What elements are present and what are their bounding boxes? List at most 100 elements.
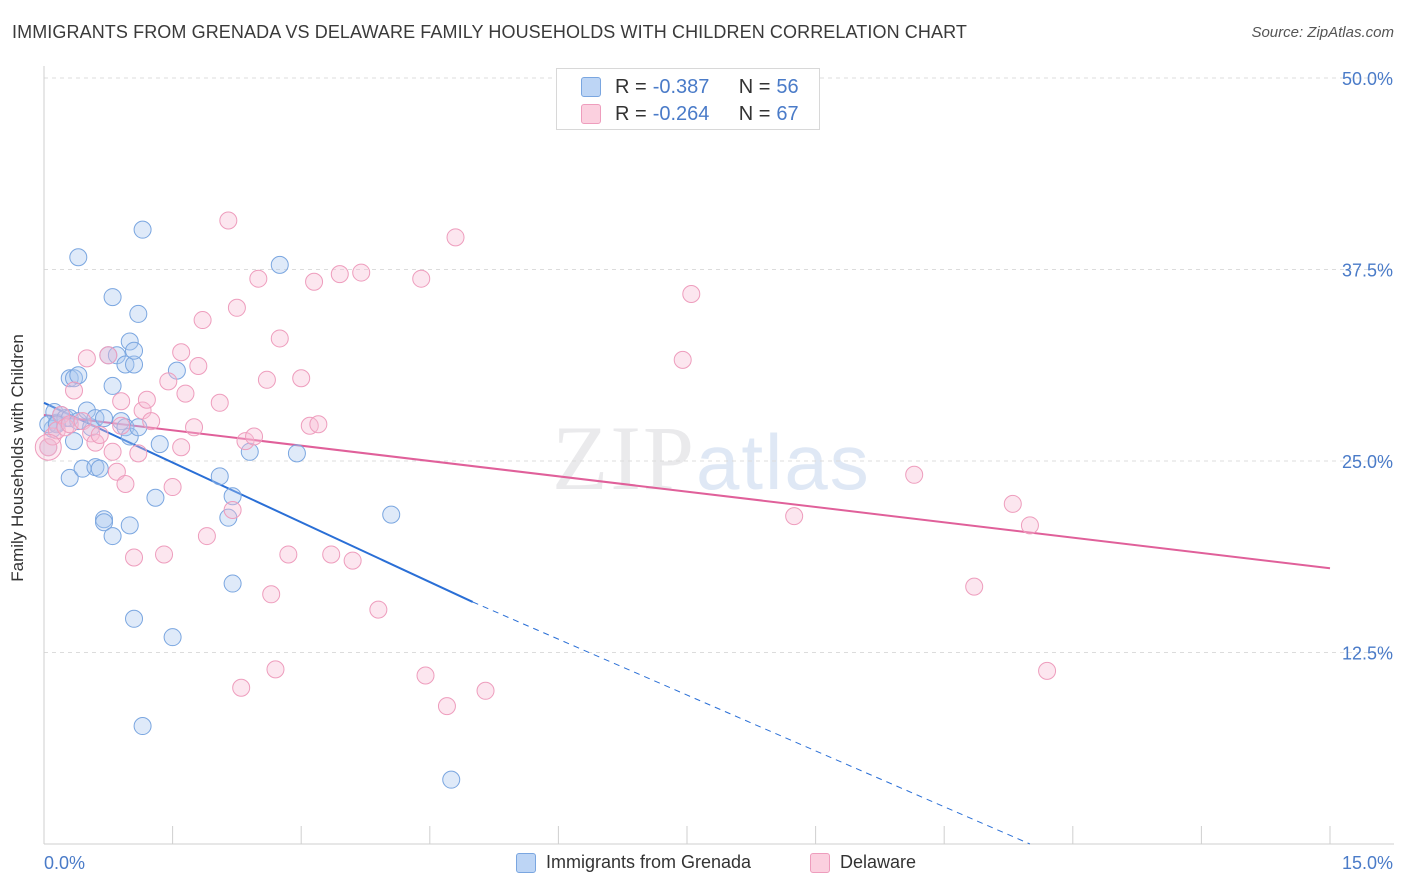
legend-n-value: 67 <box>776 102 799 125</box>
point-grenada <box>287 444 306 463</box>
point-delaware <box>1038 661 1057 680</box>
point-delaware <box>369 600 388 619</box>
y-tick-label: 37.5% <box>1342 261 1393 281</box>
watermark-atlas: atlas <box>696 418 871 506</box>
legend-n-value: 56 <box>776 75 799 98</box>
x-tick-label: 15.0% <box>1342 853 1393 873</box>
legend-r-label: R = <box>615 75 647 98</box>
point-delaware <box>1020 516 1039 535</box>
point-grenada <box>125 355 144 374</box>
point-delaware <box>193 311 212 330</box>
point-delaware <box>437 697 456 716</box>
legend-swatch-blue <box>581 77 601 97</box>
point-delaware <box>343 551 362 570</box>
point-delaware <box>266 660 285 679</box>
point-grenada <box>65 432 84 451</box>
trend-line-grenada <box>43 401 474 603</box>
bottom-legend-delaware: Delaware <box>810 852 916 873</box>
point-delaware <box>39 438 58 457</box>
y-tick-label: 25.0% <box>1342 452 1393 472</box>
bottom-legend-swatch-blue <box>516 852 536 873</box>
point-grenada <box>150 435 169 454</box>
point-delaware <box>279 545 298 564</box>
point-delaware <box>176 384 195 403</box>
legend-n-label: N = <box>738 75 771 98</box>
legend-r-value: -0.264 <box>652 102 710 125</box>
point-delaware <box>189 357 208 376</box>
point-delaware <box>210 393 229 412</box>
point-delaware <box>112 392 131 411</box>
point-delaware <box>219 211 238 230</box>
point-delaware <box>172 343 191 362</box>
point-delaware <box>77 349 96 368</box>
point-grenada <box>69 248 88 267</box>
point-delaware <box>65 381 84 400</box>
point-delaware <box>163 478 182 497</box>
chart-title: IMMIGRANTS FROM GRENADA VS DELAWARE FAMI… <box>12 22 967 42</box>
point-grenada <box>223 487 242 506</box>
legend-swatch-pink <box>581 104 601 124</box>
point-grenada <box>129 304 148 323</box>
point-delaware <box>785 507 804 526</box>
y-tick-label: 50.0% <box>1342 69 1393 89</box>
point-delaware <box>257 370 276 389</box>
point-grenada <box>60 468 79 487</box>
point-delaware <box>476 681 495 700</box>
point-delaware <box>172 438 191 457</box>
trend-lines <box>43 401 1331 845</box>
point-grenada <box>103 288 122 307</box>
point-delaware <box>322 545 341 564</box>
bottom-legend-label: Delaware <box>840 852 917 872</box>
x-tick-label: 0.0% <box>44 853 85 873</box>
legend-n-label: N = <box>738 102 771 125</box>
legend-row-grenada: R = -0.387 N = 56 <box>581 75 799 99</box>
point-grenada <box>120 516 139 535</box>
point-delaware <box>185 418 204 437</box>
point-delaware <box>292 369 311 388</box>
point-grenada <box>103 376 122 395</box>
y-tick-label: 12.5% <box>1342 644 1393 664</box>
point-delaware <box>682 285 701 304</box>
point-delaware <box>446 228 465 247</box>
legend-row-delaware: R = -0.264 N = 67 <box>581 102 799 126</box>
point-grenada <box>69 366 88 385</box>
point-delaware <box>112 416 131 435</box>
point-delaware <box>232 678 251 697</box>
point-delaware <box>236 432 255 451</box>
point-delaware <box>330 265 349 284</box>
point-delaware <box>245 427 264 446</box>
point-delaware <box>412 269 431 288</box>
point-delaware <box>142 412 161 431</box>
point-delaware <box>125 548 144 567</box>
point-grenada <box>90 459 109 478</box>
bottom-legend-swatch-pink <box>810 852 830 873</box>
point-delaware <box>103 442 122 461</box>
point-delaware <box>352 263 371 282</box>
point-delaware <box>227 298 246 317</box>
point-grenada <box>95 513 114 532</box>
point-grenada <box>103 527 122 546</box>
point-delaware <box>965 577 984 596</box>
point-delaware <box>116 474 135 493</box>
watermark-zip: ZIP <box>552 407 696 509</box>
point-grenada <box>146 488 165 507</box>
watermark: ZIPatlas <box>552 405 871 511</box>
point-delaware <box>223 501 242 520</box>
point-grenada <box>442 770 461 789</box>
trend-line-grenada-extrapolated <box>472 601 1031 845</box>
point-delaware <box>90 425 109 444</box>
legend: R = -0.387 N = 56 R = -0.264 N = 67 <box>556 68 820 130</box>
tick-labels: 12.5% 25.0% 37.5% 50.0% 0.0% 15.0% <box>44 69 1393 873</box>
point-grenada <box>125 609 144 628</box>
legend-r-label: R = <box>615 102 647 125</box>
point-delaware <box>305 272 324 291</box>
point-grenada <box>382 505 401 524</box>
chart-source: Source: ZipAtlas.com <box>1251 24 1394 41</box>
point-delaware <box>34 433 62 461</box>
point-grenada <box>95 409 114 428</box>
point-delaware <box>249 269 268 288</box>
point-grenada <box>133 717 152 736</box>
point-grenada <box>125 341 144 360</box>
gridlines <box>44 77 1394 653</box>
